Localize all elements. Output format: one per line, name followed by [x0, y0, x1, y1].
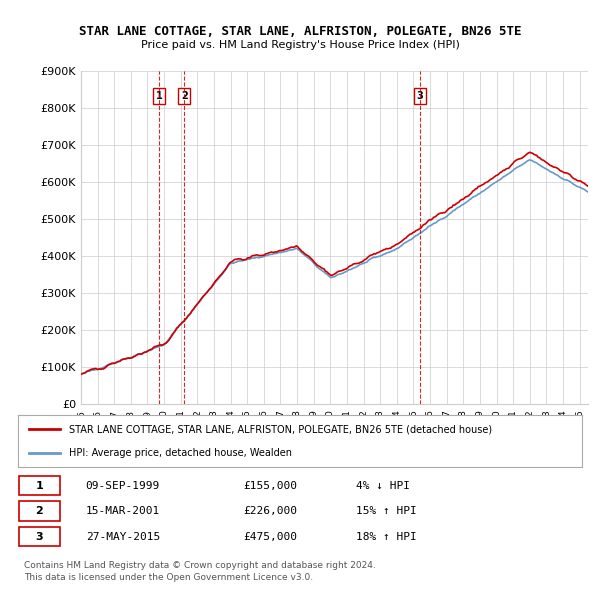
Text: Price paid vs. HM Land Registry's House Price Index (HPI): Price paid vs. HM Land Registry's House … — [140, 40, 460, 50]
Text: 2: 2 — [35, 506, 43, 516]
Text: STAR LANE COTTAGE, STAR LANE, ALFRISTON, POLEGATE, BN26 5TE (detached house): STAR LANE COTTAGE, STAR LANE, ALFRISTON,… — [69, 424, 492, 434]
Text: 1: 1 — [155, 91, 163, 101]
Text: This data is licensed under the Open Government Licence v3.0.: This data is licensed under the Open Gov… — [24, 573, 313, 582]
Text: 15% ↑ HPI: 15% ↑ HPI — [356, 506, 417, 516]
Text: 27-MAY-2015: 27-MAY-2015 — [86, 532, 160, 542]
FancyBboxPatch shape — [19, 476, 60, 496]
Text: STAR LANE COTTAGE, STAR LANE, ALFRISTON, POLEGATE, BN26 5TE: STAR LANE COTTAGE, STAR LANE, ALFRISTON,… — [79, 25, 521, 38]
Text: £155,000: £155,000 — [244, 480, 298, 490]
Text: Contains HM Land Registry data © Crown copyright and database right 2024.: Contains HM Land Registry data © Crown c… — [24, 560, 376, 569]
Text: £475,000: £475,000 — [244, 532, 298, 542]
Text: 4% ↓ HPI: 4% ↓ HPI — [356, 480, 410, 490]
Text: 15-MAR-2001: 15-MAR-2001 — [86, 506, 160, 516]
Text: 1: 1 — [35, 480, 43, 490]
Text: £226,000: £226,000 — [244, 506, 298, 516]
Text: 09-SEP-1999: 09-SEP-1999 — [86, 480, 160, 490]
Text: 3: 3 — [35, 532, 43, 542]
Text: 3: 3 — [417, 91, 424, 101]
Text: HPI: Average price, detached house, Wealden: HPI: Average price, detached house, Weal… — [69, 448, 292, 458]
Text: 18% ↑ HPI: 18% ↑ HPI — [356, 532, 417, 542]
FancyBboxPatch shape — [19, 501, 60, 521]
FancyBboxPatch shape — [19, 526, 60, 546]
Text: 2: 2 — [181, 91, 188, 101]
